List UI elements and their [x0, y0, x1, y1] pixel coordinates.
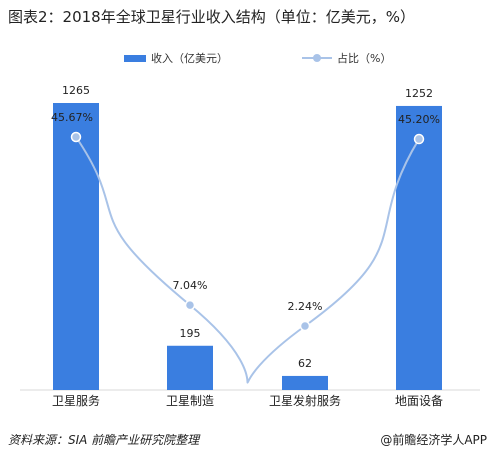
share-value-label-3: 45.20%	[398, 113, 440, 126]
legend-item-revenue: 收入（亿美元）	[124, 50, 228, 66]
category-label-1: 卫星制造	[166, 394, 214, 408]
share-line	[75, 136, 420, 384]
bar-series	[53, 103, 442, 391]
legend-item-share: 占比（%）	[302, 50, 391, 66]
bar-value-label-3: 1252	[405, 87, 433, 100]
share-marker-3	[413, 133, 425, 145]
category-label-3: 地面设备	[395, 394, 443, 408]
share-value-label-0: 45.67%	[51, 111, 93, 124]
legend: 收入（亿美元） 占比（%）	[0, 50, 495, 68]
legend-swatch-bar-icon	[124, 54, 146, 62]
share-value-label-2: 2.24%	[288, 300, 323, 313]
brand-note: @前瞻经济学人APP	[380, 433, 487, 447]
bar-value-label-1: 195	[180, 327, 201, 340]
data-labels: 1265 195 62 1252 45.67% 7.04% 2.24% 45.20%	[51, 84, 440, 370]
chart-title: 图表2：2018年全球卫星行业收入结构（单位：亿美元，%）	[8, 8, 415, 26]
category-labels: 卫星服务 卫星制造 卫星发射服务 地面设备	[52, 393, 443, 408]
bar-2	[282, 375, 328, 390]
share-marker-1	[184, 299, 196, 311]
bar-3	[396, 105, 442, 391]
legend-swatch-line-icon	[302, 54, 332, 62]
bar-value-label-2: 62	[298, 357, 312, 370]
bar-0	[53, 103, 99, 390]
bar-1	[167, 345, 213, 390]
category-label-2: 卫星发射服务	[269, 393, 341, 408]
source-note: 资料来源：SIA 前瞻产业研究院整理	[8, 433, 200, 447]
share-markers	[70, 131, 425, 332]
share-value-label-1: 7.04%	[173, 279, 208, 292]
legend-label-revenue: 收入（亿美元）	[151, 52, 228, 65]
category-label-0: 卫星服务	[52, 393, 100, 408]
bar-value-label-0: 1265	[62, 84, 90, 97]
share-marker-0	[70, 131, 82, 143]
share-marker-2	[299, 320, 311, 332]
legend-label-share: 占比（%）	[337, 52, 392, 65]
